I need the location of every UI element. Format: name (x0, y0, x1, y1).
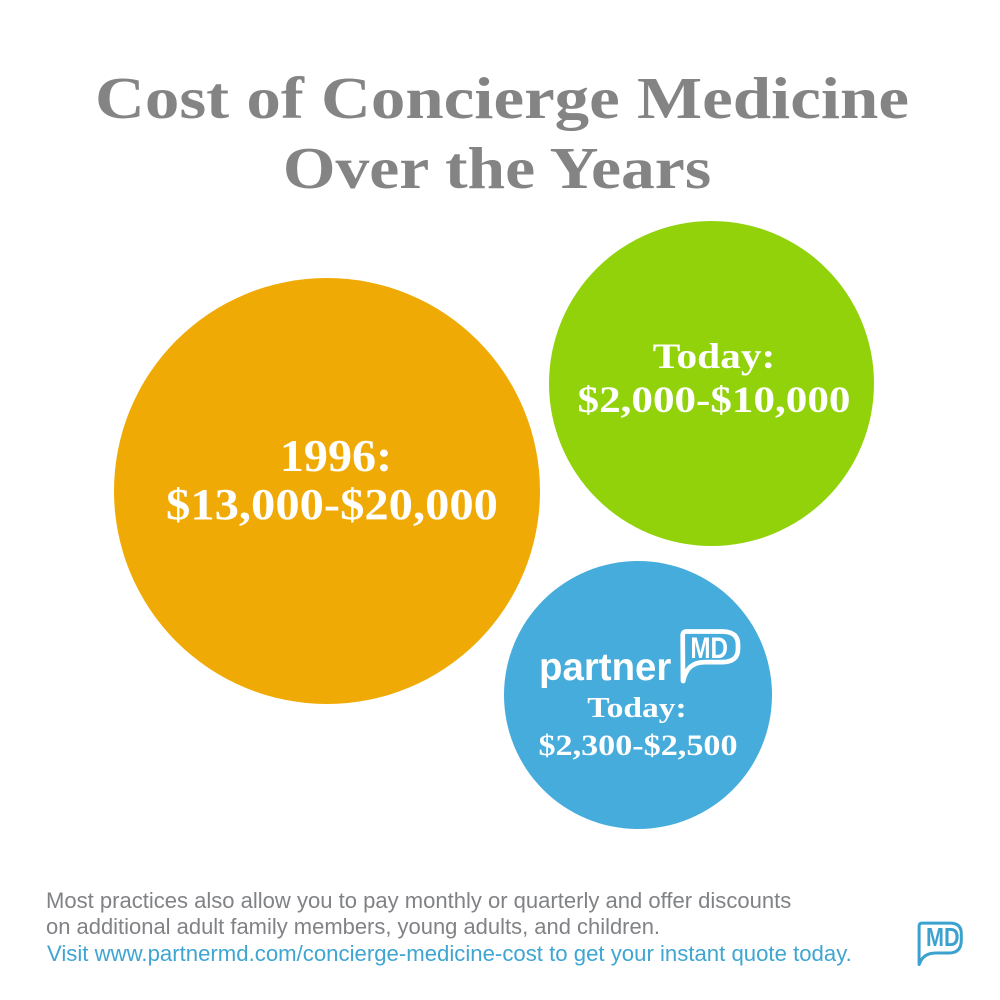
svg-text:MD: MD (690, 632, 728, 665)
svg-text:MD: MD (926, 924, 960, 952)
